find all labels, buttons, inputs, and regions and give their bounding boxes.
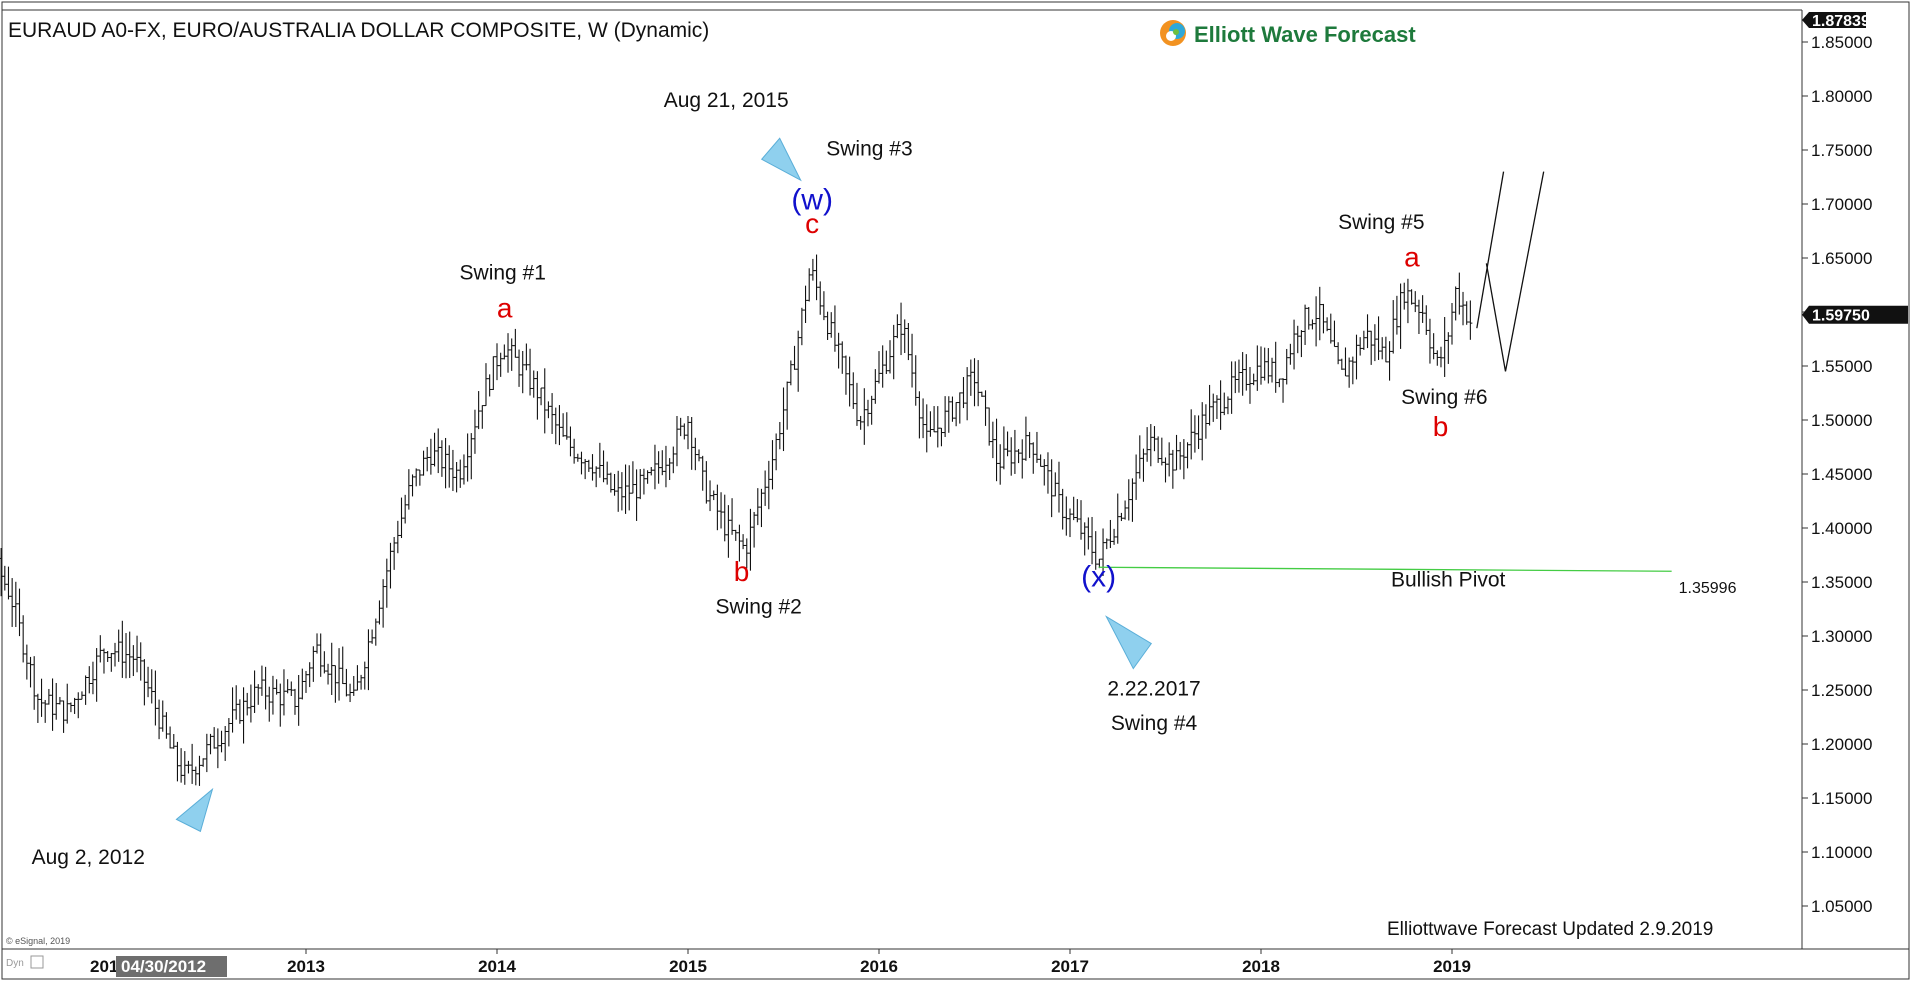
time-tick-label: 2014 [478,957,516,976]
time-axis-ticks: 2013 2014 2015 2016 2017 2018 2019 [287,949,1471,976]
annotation-label: Swing #4 [1111,712,1198,735]
wave-label: b [1433,411,1449,442]
price-tick-label: 1.50000 [1811,411,1872,430]
time-tick-label: 2016 [860,957,898,976]
svg-text:1.59750: 1.59750 [1812,308,1870,325]
wave-label: a [497,292,513,323]
price-axis-ticks: 1.05000 1.10000 1.15000 1.20000 1.25000 1.300… [1802,33,1872,916]
price-tick-label: 1.45000 [1811,465,1872,484]
annotation-label: Swing #2 [715,595,801,618]
pivot-value-label: 1.35996 [1679,580,1737,597]
dyn-badge: Dyn [6,955,44,969]
wave-label: c [805,208,819,239]
first-year-label: 201 [90,957,118,976]
elliott-wave-logo-icon [1160,20,1186,46]
wave-label: b [734,556,750,587]
annotation-label: Swing #1 [460,262,546,285]
projection-path-alt [1485,171,1545,372]
updated-note: Elliottwave Forecast Updated 2.9.2019 [1387,919,1713,940]
annotation-label: 2.22.2017 [1107,677,1200,700]
aug-2012-low-arrow [175,787,214,833]
price-tick-label: 1.15000 [1811,789,1872,808]
annotation-label: Swing #5 [1338,211,1424,234]
price-tick-label: 1.80000 [1811,87,1872,106]
ohlc-bars [0,254,1473,786]
chart-title: EURAUD A0-FX, EURO/AUSTRALIA DOLLAR COMP… [8,19,709,42]
time-tick-label: 2019 [1433,957,1471,976]
price-tick-label: 1.70000 [1811,195,1872,214]
current-price-tag: 1.59750 [1802,305,1908,325]
price-tick-label: 1.85000 [1811,33,1872,52]
svg-text:1.87839: 1.87839 [1812,13,1870,30]
price-tick-label: 1.20000 [1811,735,1872,754]
time-tick-label: 2017 [1051,957,1089,976]
time-tick-label: 2013 [287,957,325,976]
top-price-tag: 1.87839 [1802,12,1870,30]
price-tick-label: 1.35000 [1811,573,1872,592]
wave-label: (x) [1081,560,1116,593]
svg-text:Dyn: Dyn [6,958,24,969]
price-tick-label: 1.40000 [1811,519,1872,538]
brand-name: Elliott Wave Forecast [1194,22,1416,47]
wave-labels: a b c(w) (x) a b [497,183,1448,593]
annotation-label: Swing #6 [1401,386,1487,409]
pivot-line [1098,566,1672,572]
price-tick-label: 1.55000 [1811,357,1872,376]
price-tick-label: 1.65000 [1811,249,1872,268]
wave-label: (w) [791,183,833,216]
time-tick-label: 2015 [669,957,707,976]
price-tick-label: 1.75000 [1811,141,1872,160]
price-tick-label: 1.05000 [1811,897,1872,916]
svg-text:04/30/2012: 04/30/2012 [121,957,206,976]
annotation-label: Aug 2, 2012 [32,846,145,869]
feb-2017-low-arrow [1105,615,1153,670]
projection-path [1476,171,1505,329]
price-tick-label: 1.25000 [1811,681,1872,700]
annotation-label: Swing #3 [826,137,912,160]
copyright-note: © eSignal, 2019 [6,936,70,946]
annotation-label: Aug 21, 2015 [664,89,789,112]
arrow-markers [175,137,1153,833]
projection-paths [1476,171,1545,372]
annotation-label: Bullish Pivot [1391,568,1506,591]
annotations: Swing #1 Swing #2 Aug 21, 2015 Swing #3 2.22… [32,89,1506,869]
wave-label: a [1404,242,1420,273]
price-tick-label: 1.10000 [1811,843,1872,862]
bullish-pivot-line: 1.35996 [1098,566,1737,597]
aug-2015-high-arrow [760,137,802,182]
time-scroll-indicator[interactable]: 04/30/2012 [116,956,227,977]
time-tick-label: 2018 [1242,957,1280,976]
price-tick-label: 1.30000 [1811,627,1872,646]
